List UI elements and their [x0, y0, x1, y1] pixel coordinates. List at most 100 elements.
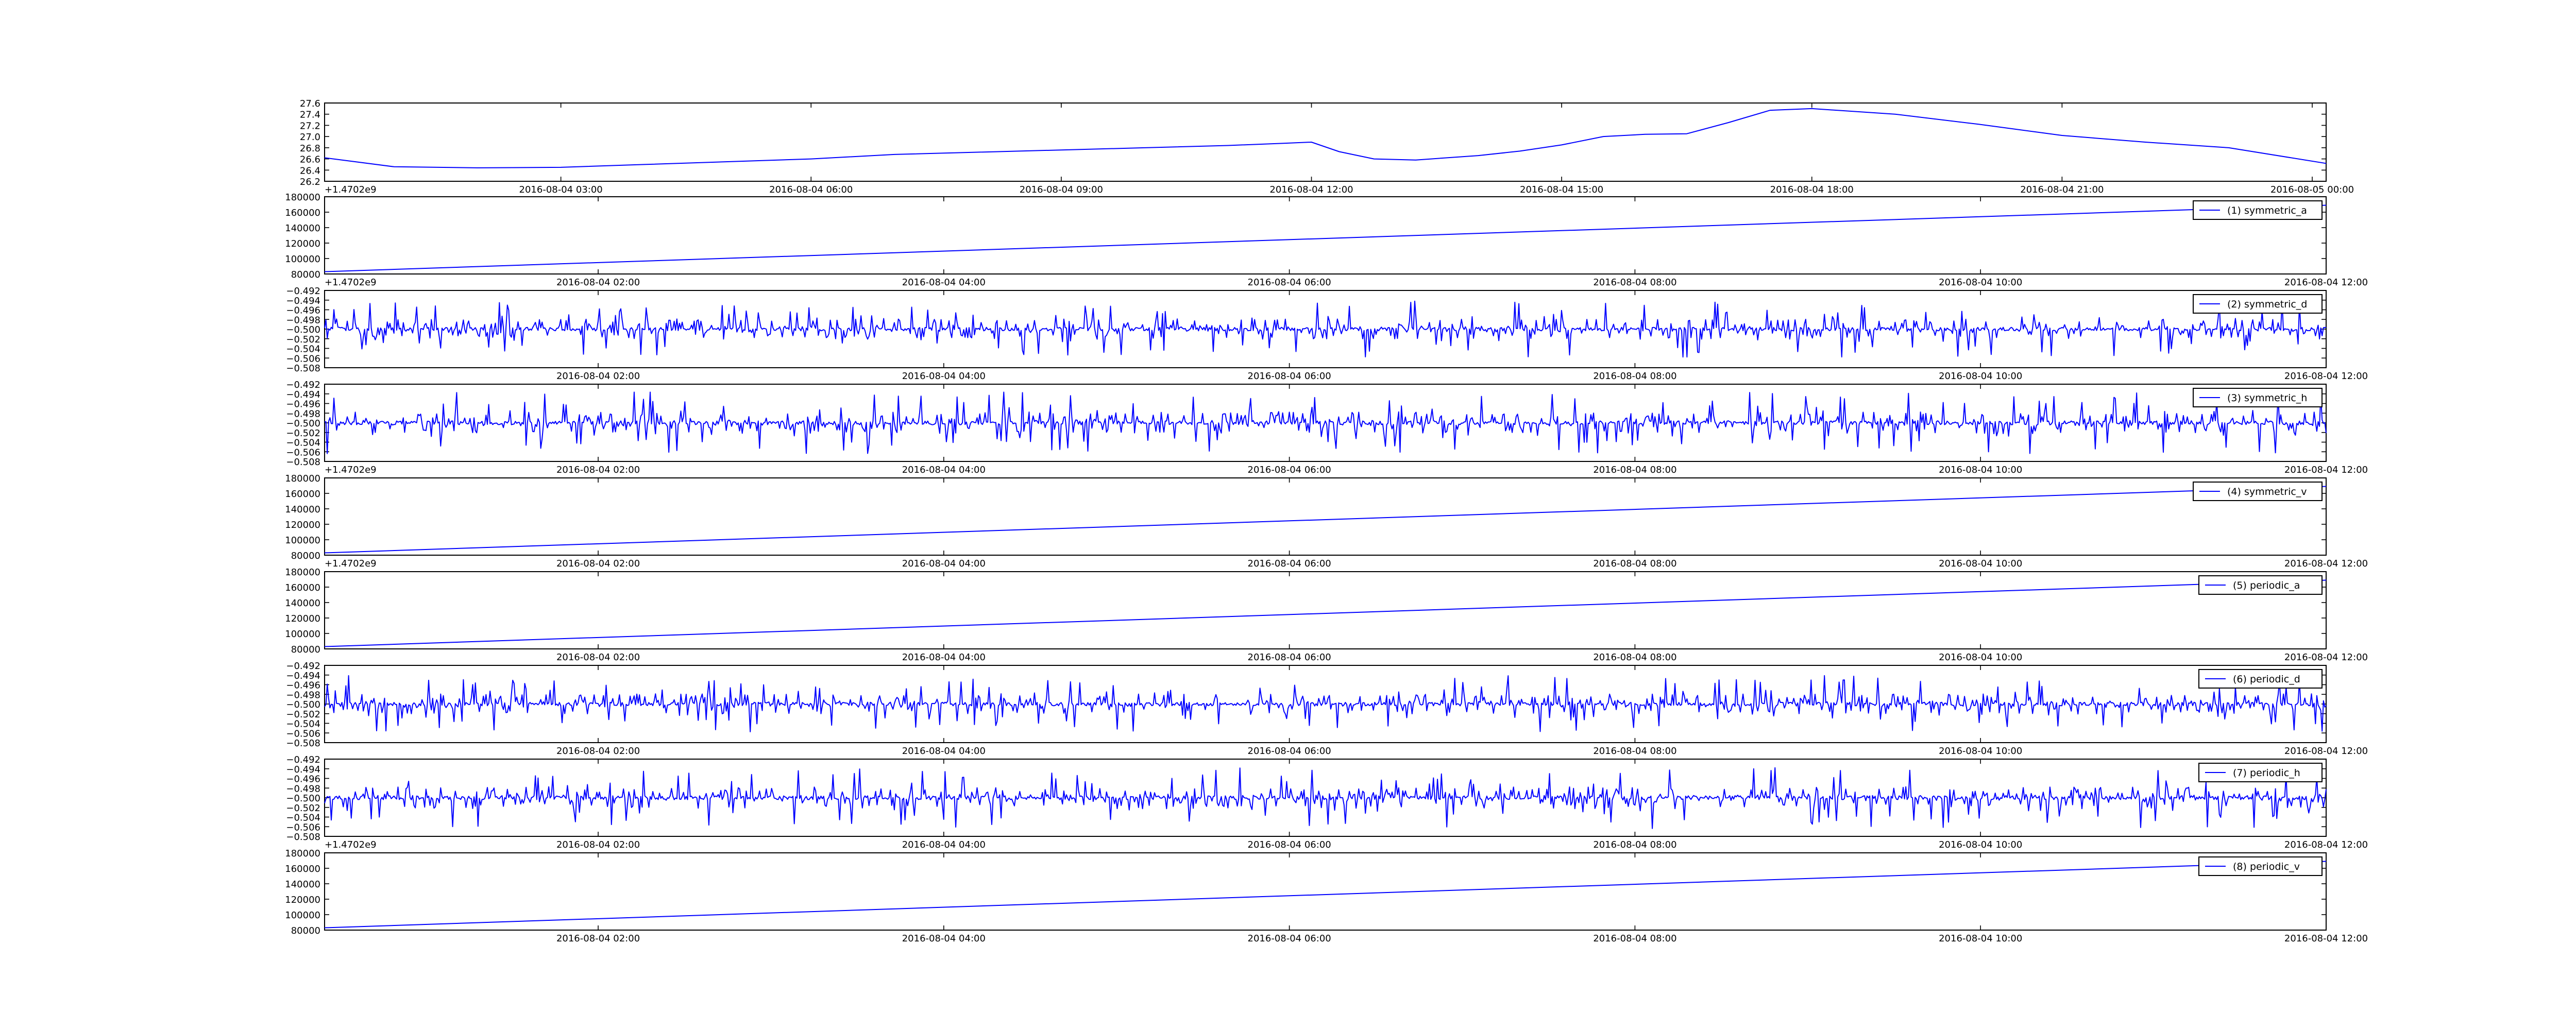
legend: (5) periodic_a	[2198, 575, 2323, 595]
x-tick-label: 2016-08-04 12:00	[2284, 465, 2368, 475]
x-tick-label: 2016-08-04 06:00	[1248, 839, 1331, 850]
x-tick-label: 2016-08-04 12:00	[2284, 839, 2368, 850]
x-tick-label: 2016-08-04 08:00	[1593, 465, 1676, 475]
x-tick-label: 2016-08-04 04:00	[902, 933, 986, 944]
y-tick-label: −0.504	[286, 344, 320, 355]
y-tick-label: 80000	[291, 644, 320, 655]
x-tick-label: 2016-08-04 12:00	[2284, 746, 2368, 757]
series-line-temperature	[324, 108, 2327, 168]
x-tick-label: 2016-08-04 09:00	[1020, 184, 1103, 195]
panel-periodic_a: 80000 100000 120000 140000 160000 180000 2016-…	[285, 567, 2368, 663]
x-tick-label: 2016-08-04 12:00	[2284, 371, 2368, 382]
y-tick-label: −0.506	[286, 822, 320, 833]
y-tick-label: −0.508	[286, 457, 320, 468]
x-tick-label: 2016-08-04 10:00	[1939, 839, 2022, 850]
x-tick-label: 2016-08-04 06:00	[1248, 465, 1331, 475]
x-tick-label: 2016-08-04 04:00	[902, 652, 986, 663]
y-tick-label: −0.496	[286, 399, 320, 410]
y-tick-label: −0.500	[286, 699, 320, 710]
y-tick-label: 80000	[291, 551, 320, 561]
y-tick-label: −0.496	[286, 680, 320, 691]
y-tick-label: 100000	[285, 254, 320, 265]
series-line-periodic_a	[324, 579, 2327, 647]
y-tick-label: −0.494	[286, 764, 320, 775]
legend-label: (8) periodic_v	[2233, 861, 2300, 872]
series-line-symmetric_a	[324, 204, 2327, 272]
y-tick-label: 120000	[285, 238, 320, 249]
axes-frame	[324, 196, 2327, 274]
series-line-symmetric_h	[324, 391, 2327, 454]
x-tick-label: 2016-08-04 15:00	[1520, 184, 1603, 195]
x-tick-label: 2016-08-04 08:00	[1593, 652, 1676, 663]
y-tick-label: 160000	[285, 489, 320, 500]
y-tick-label: −0.498	[286, 783, 320, 794]
legend: (1) symmetric_a	[2193, 200, 2323, 220]
y-tick-label: −0.492	[286, 661, 320, 672]
x-tick-label: 2016-08-04 12:00	[2284, 933, 2368, 944]
x-tick-label: 2016-08-04 06:00	[1248, 652, 1331, 663]
x-tick-label: 2016-08-04 02:00	[556, 746, 640, 757]
x-tick-label: 2016-08-04 04:00	[902, 839, 986, 850]
y-tick-label: −0.508	[286, 832, 320, 843]
panel-temperature: 26.226.426.626.827.027.227.427.6 2016-08-…	[300, 98, 2354, 195]
x-tick-label: 2016-08-04 18:00	[1770, 184, 1854, 195]
y-tick-label: −0.508	[286, 363, 320, 374]
x-offset-label: +1.4702e9	[325, 839, 377, 850]
x-tick-label: 2016-08-04 04:00	[902, 746, 986, 757]
legend-label: (1) symmetric_a	[2227, 205, 2307, 216]
x-tick-label: 2016-08-04 10:00	[1939, 746, 2022, 757]
x-tick-label: 2016-08-04 06:00	[1248, 277, 1331, 288]
y-tick-label: 140000	[285, 504, 320, 515]
axes-frame	[324, 571, 2327, 649]
legend-label: (2) symmetric_d	[2227, 299, 2307, 310]
axes-frame	[324, 852, 2327, 931]
panel-symmetric_v: 80000 100000 120000 140000 160000 180000 2016-…	[285, 473, 2368, 569]
panel-periodic_d: −0.508−0.506−0.504−0.502−0.500−0.498−0.4…	[286, 661, 2368, 757]
series-line-periodic_d	[324, 675, 2327, 732]
x-tick-label: 2016-08-04 08:00	[1593, 746, 1676, 757]
y-tick-label: −0.500	[286, 793, 320, 804]
y-tick-label: −0.500	[286, 324, 320, 335]
x-offset-label: +1.4702e9	[325, 184, 377, 195]
x-tick-label: 2016-08-04 02:00	[556, 839, 640, 850]
legend-label: (6) periodic_d	[2233, 674, 2300, 685]
y-tick-label: 27.0	[300, 132, 320, 143]
x-tick-label: 2016-08-04 06:00	[1248, 933, 1331, 944]
x-tick-label: 2016-08-04 08:00	[1593, 933, 1676, 944]
x-tick-label: 2016-08-04 10:00	[1939, 277, 2022, 288]
legend: (3) symmetric_h	[2193, 388, 2323, 407]
y-tick-label: 26.2	[300, 177, 320, 187]
y-tick-label: 120000	[285, 613, 320, 624]
x-tick-label: 2016-08-04 12:00	[2284, 652, 2368, 663]
y-tick-label: 140000	[285, 598, 320, 609]
panel-periodic_v: 80000 100000 120000 140000 160000 180000 2016-…	[285, 848, 2368, 944]
legend: (2) symmetric_d	[2193, 294, 2323, 314]
y-tick-label: −0.506	[286, 728, 320, 739]
x-tick-label: 2016-08-04 12:00	[2284, 277, 2368, 288]
y-tick-label: −0.506	[286, 353, 320, 364]
y-tick-label: −0.494	[286, 296, 320, 306]
x-tick-label: 2016-08-04 06:00	[1248, 371, 1331, 382]
x-tick-label: 2016-08-04 06:00	[1248, 558, 1331, 569]
x-tick-label: 2016-08-04 02:00	[556, 933, 640, 944]
y-tick-label: 26.4	[300, 165, 320, 176]
y-tick-label: −0.494	[286, 671, 320, 681]
y-tick-label: 100000	[285, 629, 320, 640]
y-tick-label: 140000	[285, 879, 320, 890]
legend-label: (4) symmetric_v	[2227, 486, 2307, 497]
y-tick-label: 180000	[285, 192, 320, 203]
x-tick-label: 2016-08-04 02:00	[556, 277, 640, 288]
x-tick-label: 2016-08-04 21:00	[2020, 184, 2104, 195]
y-tick-label: 180000	[285, 473, 320, 484]
x-tick-label: 2016-08-04 03:00	[519, 184, 603, 195]
y-tick-label: −0.502	[286, 803, 320, 814]
series-line-symmetric_v	[324, 486, 2327, 554]
y-tick-label: −0.492	[286, 380, 320, 390]
x-offset-label: +1.4702e9	[325, 277, 377, 288]
y-tick-label: 100000	[285, 535, 320, 546]
y-tick-label: −0.504	[286, 719, 320, 730]
x-tick-label: 2016-08-04 06:00	[769, 184, 853, 195]
x-tick-label: 2016-08-04 12:00	[2284, 558, 2368, 569]
y-tick-label: −0.492	[286, 286, 320, 297]
x-tick-label: 2016-08-04 10:00	[1939, 933, 2022, 944]
